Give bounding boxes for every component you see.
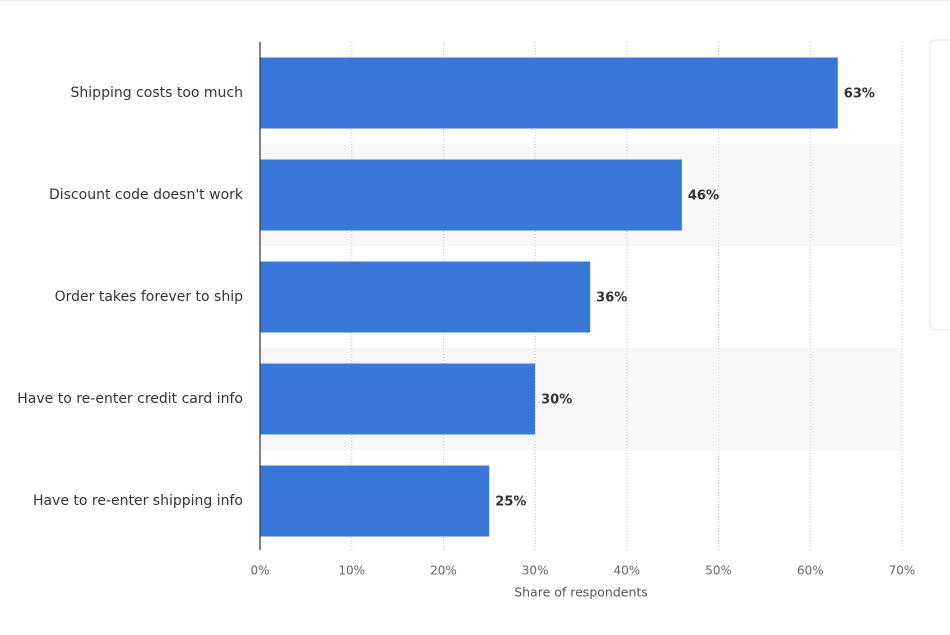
- x-axis-title: Share of respondents: [514, 585, 648, 600]
- value-label: 25%: [495, 495, 526, 510]
- category-label: Have to re-enter shipping info: [33, 493, 243, 509]
- value-label: 36%: [596, 291, 627, 306]
- value-label: 30%: [541, 393, 572, 408]
- side-toolbar[interactable]: [929, 39, 950, 331]
- value-label: 46%: [688, 189, 719, 204]
- category-label: Order takes forever to ship: [55, 289, 243, 305]
- value-label: 63%: [844, 87, 875, 102]
- x-tick-label: 20%: [430, 564, 457, 578]
- x-tick-label: 40%: [614, 564, 641, 578]
- top-border: [0, 0, 950, 1]
- category-label: Discount code doesn't work: [49, 187, 244, 203]
- bar: [260, 261, 591, 333]
- category-label: Shipping costs too much: [71, 85, 243, 101]
- bar: [260, 465, 490, 537]
- x-tick-label: 60%: [797, 564, 824, 578]
- x-tick-label: 10%: [338, 564, 365, 578]
- category-label: Have to re-enter credit card info: [17, 391, 243, 407]
- bar: [260, 57, 838, 129]
- x-tick-label: 50%: [705, 564, 732, 578]
- x-tick-label: 70%: [889, 564, 916, 578]
- bar: [260, 363, 536, 435]
- x-tick-label: 30%: [522, 564, 549, 578]
- bar: [260, 159, 682, 231]
- x-tick-label: 0%: [250, 564, 269, 578]
- plot: 63% 46% 36% 30% 25%: [259, 42, 875, 550]
